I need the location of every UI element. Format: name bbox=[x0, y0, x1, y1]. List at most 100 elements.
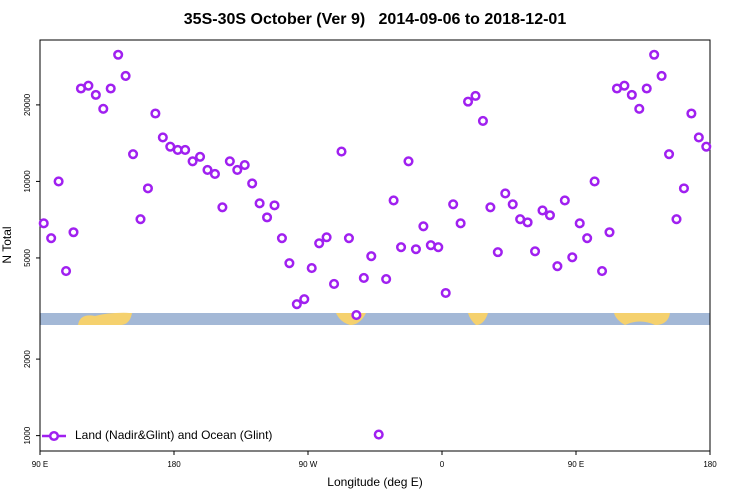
point bbox=[477, 115, 488, 126]
point bbox=[597, 266, 608, 277]
map-strip bbox=[40, 312, 710, 325]
point bbox=[582, 233, 593, 244]
point bbox=[649, 49, 660, 60]
point bbox=[701, 141, 712, 152]
point bbox=[418, 221, 429, 232]
point bbox=[574, 218, 585, 229]
point bbox=[522, 217, 533, 228]
point bbox=[105, 83, 116, 94]
point bbox=[232, 164, 243, 175]
point bbox=[68, 227, 79, 238]
point bbox=[180, 144, 191, 155]
y-tick-label: 2000 bbox=[23, 350, 32, 368]
point bbox=[396, 242, 407, 253]
point bbox=[626, 89, 637, 100]
y-tick-label: 1000 bbox=[23, 426, 32, 444]
point bbox=[492, 247, 503, 258]
point bbox=[507, 199, 518, 210]
x-tick-label: 180 bbox=[167, 460, 181, 469]
point bbox=[485, 202, 496, 213]
point bbox=[634, 103, 645, 114]
point bbox=[306, 263, 317, 274]
point bbox=[351, 310, 362, 321]
y-tick-label: 20000 bbox=[23, 93, 32, 116]
point bbox=[463, 96, 474, 107]
x-tick-label: 90 E bbox=[32, 460, 48, 469]
point bbox=[470, 90, 481, 101]
point bbox=[604, 227, 615, 238]
point bbox=[135, 214, 146, 225]
point bbox=[284, 258, 295, 269]
point bbox=[366, 251, 377, 262]
point bbox=[544, 210, 555, 221]
point bbox=[38, 218, 49, 229]
x-axis-label: Longitude (deg E) bbox=[327, 475, 422, 489]
point bbox=[209, 168, 220, 179]
point bbox=[373, 429, 384, 440]
point bbox=[410, 244, 421, 255]
point bbox=[455, 218, 466, 229]
point bbox=[448, 199, 459, 210]
point bbox=[530, 246, 541, 257]
point bbox=[321, 232, 332, 243]
point bbox=[61, 266, 72, 277]
point bbox=[157, 132, 168, 143]
point bbox=[656, 70, 667, 81]
plot-frame bbox=[39, 39, 711, 452]
point bbox=[693, 132, 704, 143]
point bbox=[500, 188, 511, 199]
point bbox=[567, 252, 578, 263]
point bbox=[195, 151, 206, 162]
x-tick-label: 90 E bbox=[568, 460, 584, 469]
point bbox=[664, 149, 675, 160]
point bbox=[247, 178, 258, 189]
point bbox=[269, 200, 280, 211]
point bbox=[150, 108, 161, 119]
point bbox=[128, 149, 139, 160]
point bbox=[113, 49, 124, 60]
point bbox=[299, 294, 310, 305]
point bbox=[537, 205, 548, 216]
point bbox=[98, 103, 109, 114]
point bbox=[589, 176, 600, 187]
point bbox=[388, 195, 399, 206]
point bbox=[187, 156, 198, 167]
point bbox=[686, 108, 697, 119]
y-tick-label: 5000 bbox=[23, 248, 32, 266]
y-axis-label: N Total bbox=[0, 226, 14, 263]
point bbox=[217, 202, 228, 213]
point bbox=[559, 195, 570, 206]
point bbox=[120, 70, 131, 81]
point bbox=[239, 159, 250, 171]
point bbox=[619, 80, 630, 91]
point bbox=[552, 261, 563, 272]
point bbox=[314, 238, 325, 249]
point bbox=[358, 272, 369, 284]
point bbox=[440, 287, 451, 299]
point bbox=[678, 183, 689, 194]
point bbox=[671, 214, 682, 225]
point bbox=[329, 278, 340, 290]
point bbox=[53, 176, 64, 187]
point bbox=[90, 89, 101, 100]
point bbox=[83, 80, 94, 91]
x-tick-label: 180 bbox=[703, 460, 717, 469]
point bbox=[641, 83, 652, 94]
point bbox=[262, 212, 273, 223]
point bbox=[336, 146, 347, 157]
legend-label: Land (Nadir&Glint) and Ocean (Glint) bbox=[75, 428, 272, 442]
x-tick-label: 0 bbox=[440, 460, 445, 469]
point bbox=[403, 156, 414, 167]
point bbox=[343, 233, 354, 244]
point bbox=[276, 233, 287, 244]
point bbox=[433, 242, 444, 253]
point bbox=[46, 233, 57, 244]
point bbox=[381, 273, 392, 285]
legend-symbol bbox=[48, 430, 60, 442]
point bbox=[202, 164, 213, 175]
y-tick-label: 10000 bbox=[23, 170, 32, 193]
point bbox=[142, 183, 153, 194]
point bbox=[254, 198, 265, 209]
chart-title: 35S-30S October (Ver 9) 2014-09-06 to 20… bbox=[184, 11, 567, 28]
